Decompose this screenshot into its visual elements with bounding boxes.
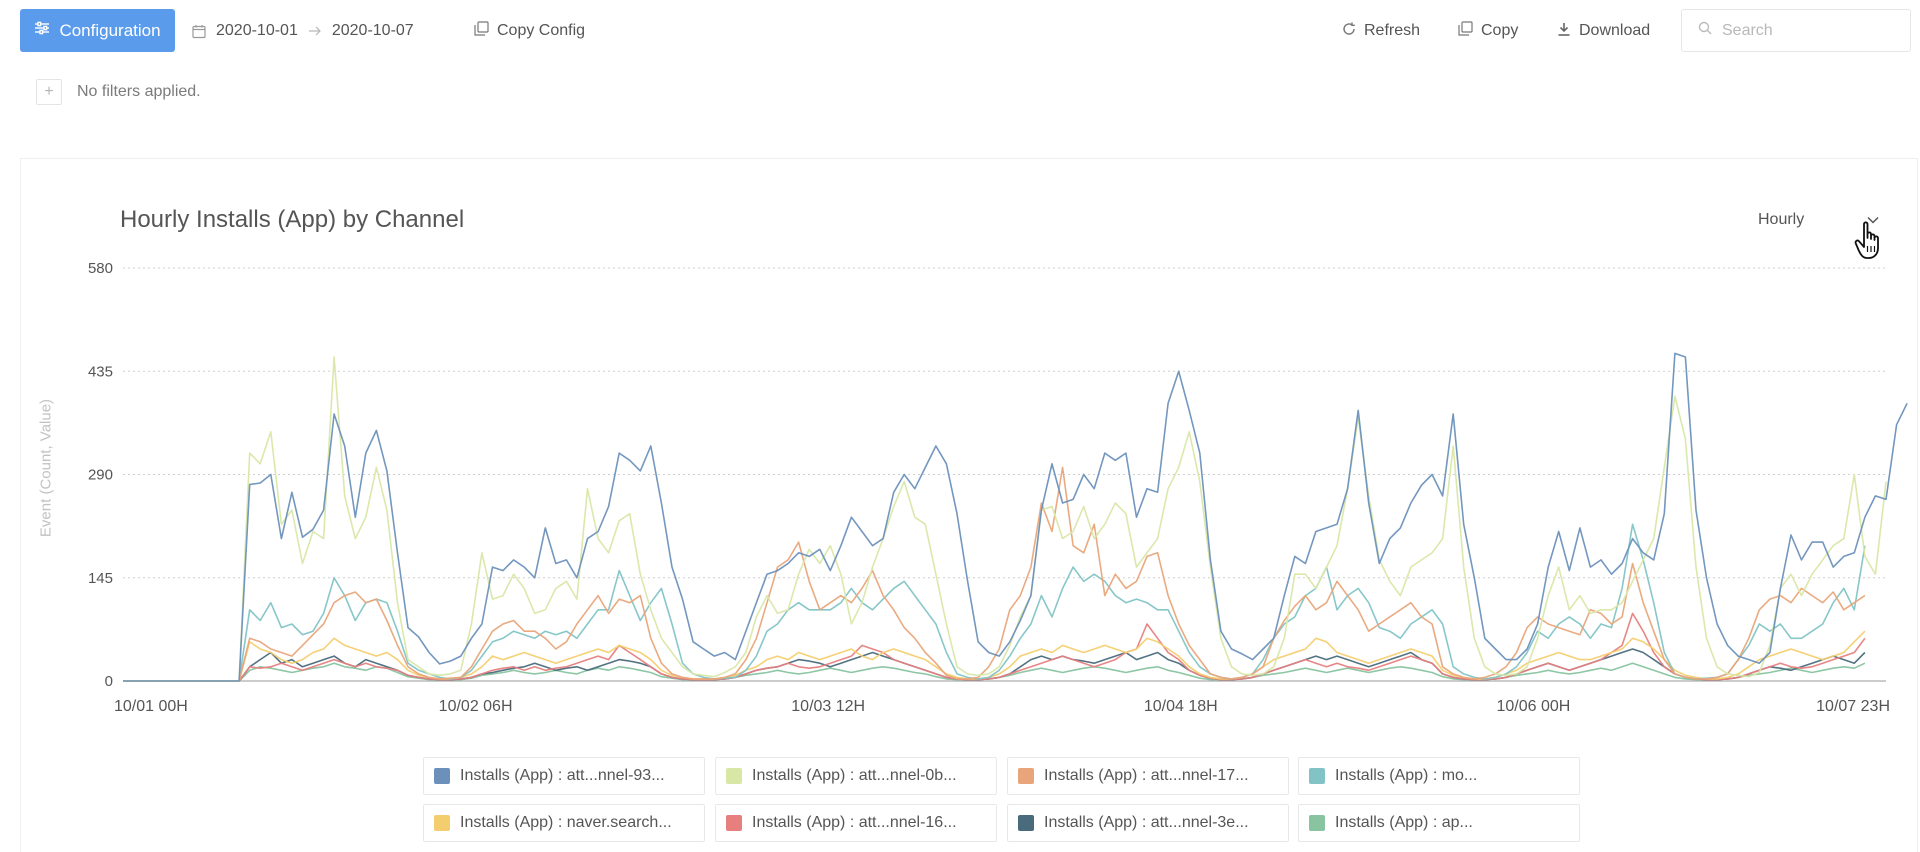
chevron-down-icon	[1867, 211, 1879, 229]
chart-title: Hourly Installs (App) by Channel	[120, 206, 465, 233]
y-tick-label: 580	[88, 260, 113, 277]
legend-swatch	[434, 815, 450, 831]
legend-item[interactable]: Installs (App) : naver.search...	[423, 804, 705, 842]
download-icon	[1557, 22, 1571, 41]
add-filter-button[interactable]: +	[36, 79, 62, 105]
copy-label: Copy	[1481, 22, 1519, 39]
legend-swatch	[726, 768, 742, 784]
legend-label: Installs (App) : mo...	[1335, 767, 1478, 784]
toolbar: Configuration 2020-10-01 2020-10-07 Copy…	[0, 0, 1920, 60]
series-line	[123, 630, 1866, 682]
plus-icon: +	[44, 83, 54, 100]
y-tick-label: 435	[88, 363, 113, 380]
legend-item[interactable]: Installs (App) : att...nnel-16...	[715, 804, 997, 842]
legend-label: Installs (App) : att...nnel-93...	[460, 767, 665, 784]
x-tick-label: 10/06 00H	[1496, 698, 1570, 715]
hand-cursor-icon	[1854, 221, 1879, 259]
calendar-icon	[192, 24, 206, 39]
series-line	[123, 466, 1866, 682]
search-input[interactable]	[1722, 21, 1902, 40]
date-range-picker[interactable]: 2020-10-01 2020-10-07	[192, 19, 414, 43]
granularity-value: Hourly	[1758, 210, 1805, 228]
search-box[interactable]	[1681, 9, 1911, 52]
configuration-label: Configuration	[59, 20, 161, 40]
legend-swatch	[1309, 815, 1325, 831]
chart-card	[20, 158, 1918, 852]
legend-label: Installs (App) : att...nnel-17...	[1044, 767, 1249, 784]
x-tick-label: 10/02 06H	[439, 698, 513, 715]
search-icon	[1698, 21, 1712, 40]
legend-label: Installs (App) : naver.search...	[460, 814, 672, 831]
copy-icon	[474, 21, 489, 41]
copy-icon	[1458, 21, 1473, 41]
filter-bar: + No filters applied.	[36, 79, 201, 105]
legend-label: Installs (App) : ap...	[1335, 814, 1473, 831]
legend-item[interactable]: Installs (App) : att...nnel-0b...	[715, 757, 997, 795]
date-end[interactable]: 2020-10-07	[331, 22, 414, 39]
refresh-label: Refresh	[1364, 22, 1421, 39]
copy-button[interactable]: Copy	[1458, 19, 1518, 43]
series-line	[123, 356, 1887, 682]
series-line	[123, 612, 1866, 682]
legend-label: Installs (App) : att...nnel-16...	[752, 814, 957, 831]
copy-config-button[interactable]: Copy Config	[474, 19, 585, 43]
legend-label: Installs (App) : att...nnel-0b...	[752, 767, 957, 784]
download-button[interactable]: Download	[1557, 19, 1650, 43]
legend-label: Installs (App) : att...nnel-3e...	[1044, 814, 1249, 831]
y-tick-label: 0	[105, 673, 113, 690]
granularity-select[interactable]: Hourly	[1751, 203, 1891, 236]
legend-swatch	[434, 768, 450, 784]
legend-item[interactable]: Installs (App) : ap...	[1298, 804, 1580, 842]
series-line	[123, 523, 1866, 682]
configuration-button[interactable]: Configuration	[20, 9, 175, 52]
sliders-icon	[34, 20, 50, 41]
legend-item[interactable]: Installs (App) : mo...	[1298, 757, 1580, 795]
y-tick-label: 145	[88, 570, 113, 587]
legend-swatch	[1018, 815, 1034, 831]
x-tick-label: 10/07 23H	[1816, 698, 1890, 715]
download-label: Download	[1579, 22, 1651, 39]
x-tick-label: 10/04 18H	[1144, 698, 1218, 715]
arrow-right-icon	[308, 25, 322, 37]
legend-item[interactable]: Installs (App) : att...nnel-17...	[1007, 757, 1289, 795]
x-tick-label: 10/01 00H	[114, 698, 188, 715]
refresh-icon	[1342, 22, 1356, 41]
refresh-button[interactable]: Refresh	[1342, 19, 1420, 43]
legend-swatch	[1309, 768, 1325, 784]
series-line	[123, 352, 1908, 682]
legend-item[interactable]: Installs (App) : att...nnel-3e...	[1007, 804, 1289, 842]
x-tick-label: 10/03 12H	[791, 698, 865, 715]
filter-status: No filters applied.	[77, 83, 201, 100]
legend-swatch	[726, 815, 742, 831]
legend-item[interactable]: Installs (App) : att...nnel-93...	[423, 757, 705, 795]
legend-swatch	[1018, 768, 1034, 784]
copy-config-label: Copy Config	[497, 22, 586, 39]
date-start[interactable]: 2020-10-01	[216, 22, 298, 39]
y-tick-label: 290	[88, 467, 113, 484]
